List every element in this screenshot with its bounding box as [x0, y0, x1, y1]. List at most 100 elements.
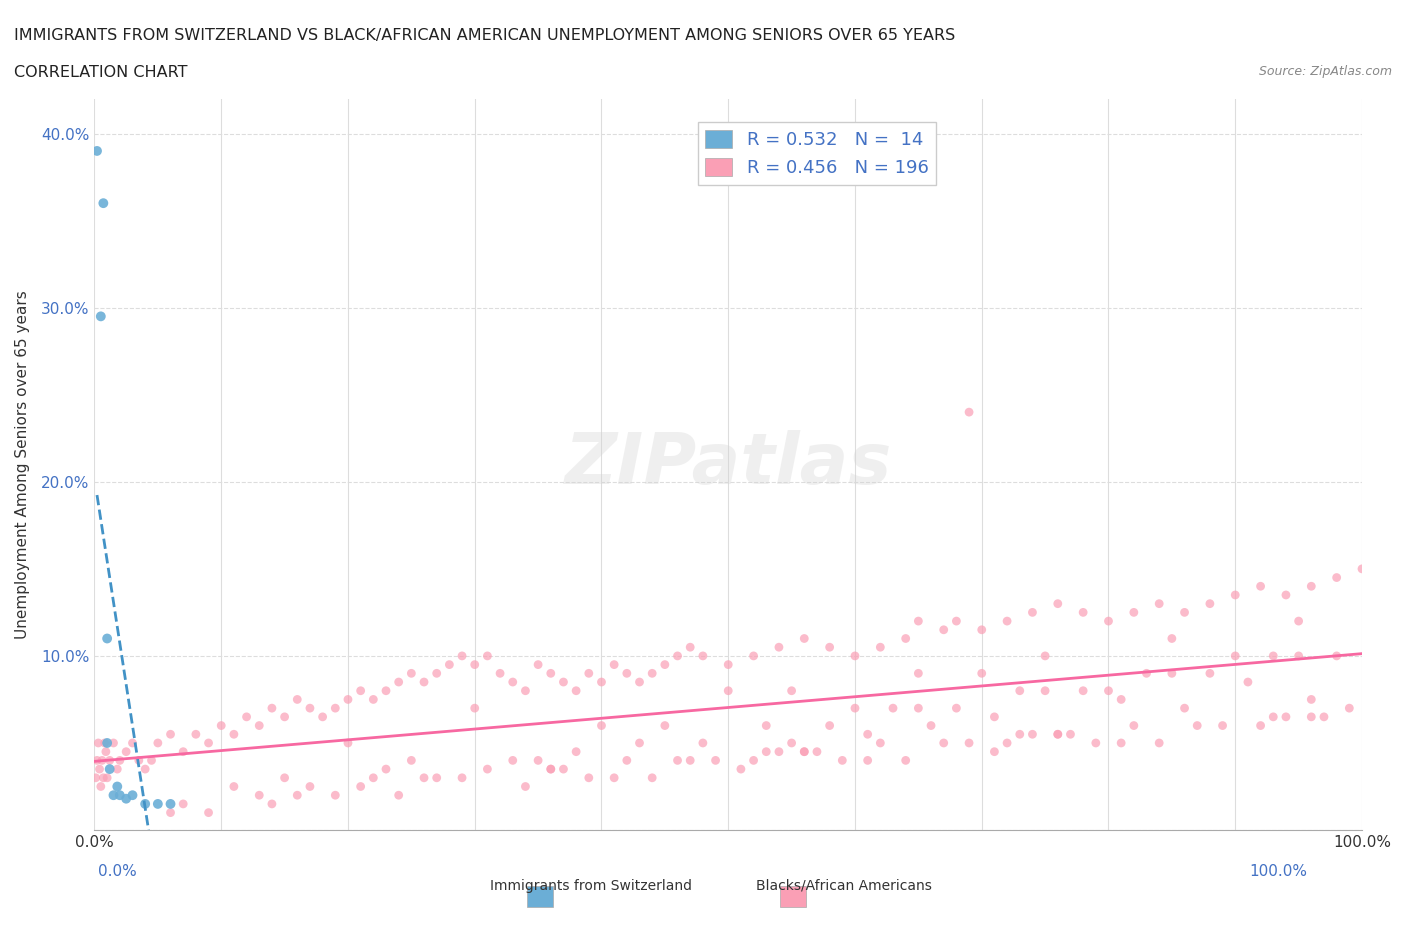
Point	[323, 700, 346, 715]
Point	[894, 631, 917, 646]
Point	[1250, 578, 1272, 593]
Point	[894, 753, 917, 768]
Point	[235, 710, 257, 724]
Point	[957, 405, 980, 419]
Point	[105, 762, 128, 777]
Point	[108, 753, 131, 768]
Point	[565, 744, 588, 759]
Point	[844, 648, 866, 663]
Point	[793, 631, 815, 646]
Point	[970, 622, 993, 637]
Point	[159, 727, 181, 742]
Point	[932, 622, 955, 637]
Point	[336, 692, 359, 707]
Point	[806, 744, 828, 759]
Point	[603, 770, 626, 785]
Point	[93, 770, 115, 785]
Point	[115, 744, 138, 759]
Point	[1301, 578, 1323, 593]
Point	[489, 666, 512, 681]
Point	[103, 736, 125, 751]
Point	[285, 788, 308, 803]
Point	[93, 736, 115, 751]
Point	[1250, 718, 1272, 733]
Point	[273, 770, 295, 785]
Point	[957, 736, 980, 751]
Point	[717, 658, 740, 672]
Point	[439, 658, 461, 672]
Point	[780, 736, 803, 751]
Point	[666, 648, 689, 663]
Point	[755, 744, 778, 759]
Point	[553, 762, 575, 777]
Point	[717, 684, 740, 698]
Point	[86, 753, 108, 768]
Point	[628, 736, 651, 751]
Point	[1187, 718, 1209, 733]
Point	[1097, 684, 1119, 698]
Point	[93, 195, 115, 210]
Point	[907, 666, 929, 681]
Point	[146, 736, 169, 751]
Point	[1339, 700, 1361, 715]
Point	[298, 700, 321, 715]
Point	[1059, 727, 1081, 742]
Text: CORRELATION CHART: CORRELATION CHART	[14, 65, 187, 80]
Point	[1173, 604, 1195, 619]
Point	[209, 718, 232, 733]
Point	[553, 674, 575, 689]
Point	[945, 614, 967, 629]
Point	[692, 736, 714, 751]
Point	[464, 700, 486, 715]
Point	[363, 770, 385, 785]
Point	[477, 762, 499, 777]
Point	[983, 744, 1005, 759]
Point	[1033, 684, 1056, 698]
Point	[666, 753, 689, 768]
Legend: R = 0.532   N =  14, R = 0.456   N = 196: R = 0.532 N = 14, R = 0.456 N = 196	[697, 123, 936, 184]
Point	[540, 762, 562, 777]
Point	[375, 762, 398, 777]
Point	[413, 770, 436, 785]
Point	[692, 648, 714, 663]
Point	[1071, 604, 1094, 619]
Point	[1160, 631, 1182, 646]
Point	[995, 736, 1018, 751]
Point	[932, 736, 955, 751]
Point	[1084, 736, 1107, 751]
Point	[1275, 710, 1298, 724]
Point	[641, 770, 664, 785]
Point	[260, 796, 283, 811]
Point	[1122, 718, 1144, 733]
Point	[1199, 596, 1222, 611]
Point	[1135, 666, 1157, 681]
Point	[121, 788, 143, 803]
Point	[375, 684, 398, 698]
Point	[502, 674, 524, 689]
Point	[1109, 692, 1132, 707]
Point	[1046, 596, 1069, 611]
Point	[247, 788, 270, 803]
Point	[578, 666, 600, 681]
Point	[1263, 648, 1285, 663]
Point	[970, 666, 993, 681]
Point	[983, 710, 1005, 724]
Point	[197, 805, 219, 820]
Point	[184, 727, 207, 742]
Point	[260, 700, 283, 715]
Point	[995, 614, 1018, 629]
Point	[1313, 710, 1336, 724]
Point	[388, 788, 411, 803]
Point	[401, 753, 423, 768]
Point	[426, 770, 449, 785]
Point	[869, 640, 891, 655]
Point	[768, 744, 790, 759]
Point	[128, 753, 150, 768]
Point	[907, 614, 929, 629]
Point	[1237, 674, 1260, 689]
Point	[350, 779, 373, 794]
Point	[1301, 692, 1323, 707]
Point	[1263, 710, 1285, 724]
Point	[616, 753, 638, 768]
Point	[121, 736, 143, 751]
